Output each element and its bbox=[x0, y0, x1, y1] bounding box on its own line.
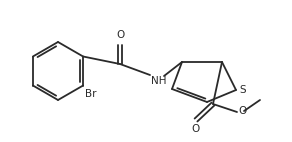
Text: S: S bbox=[239, 85, 246, 95]
Text: Br: Br bbox=[85, 88, 97, 99]
Text: O: O bbox=[191, 124, 199, 134]
Text: O: O bbox=[116, 30, 124, 40]
Text: NH: NH bbox=[151, 76, 166, 86]
Text: O: O bbox=[238, 106, 246, 116]
